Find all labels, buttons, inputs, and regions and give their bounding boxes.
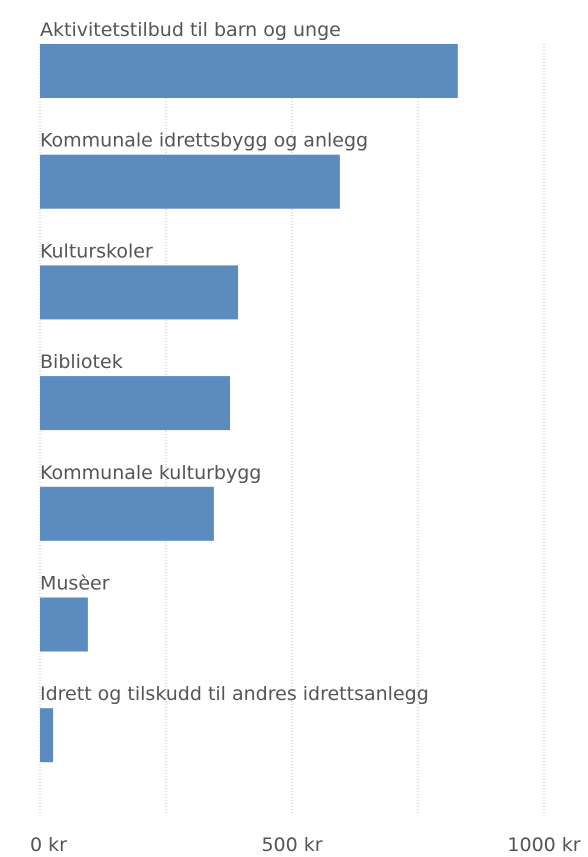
x-tick-label: 1000 kr	[507, 834, 580, 856]
bar	[40, 265, 239, 320]
bar	[40, 486, 214, 541]
bar	[40, 376, 231, 431]
bar	[40, 597, 88, 652]
category-label: Musèer	[40, 573, 110, 595]
x-tick-label: 500 kr	[261, 834, 322, 856]
bar	[40, 154, 340, 209]
bar	[40, 44, 458, 98]
category-label: Kulturskoler	[40, 240, 153, 262]
category-label: Kommunale kulturbygg	[40, 462, 261, 484]
category-label: Bibliotek	[40, 351, 123, 373]
category-label: Idrett og tilskudd til andres idrettsanl…	[40, 683, 429, 705]
x-tick-label: 0 kr	[30, 834, 67, 856]
category-label: Kommunale idrettsbygg og anlegg	[40, 130, 368, 152]
category-label: Aktivitetstilbud til barn og unge	[40, 19, 341, 41]
bar	[40, 708, 54, 763]
